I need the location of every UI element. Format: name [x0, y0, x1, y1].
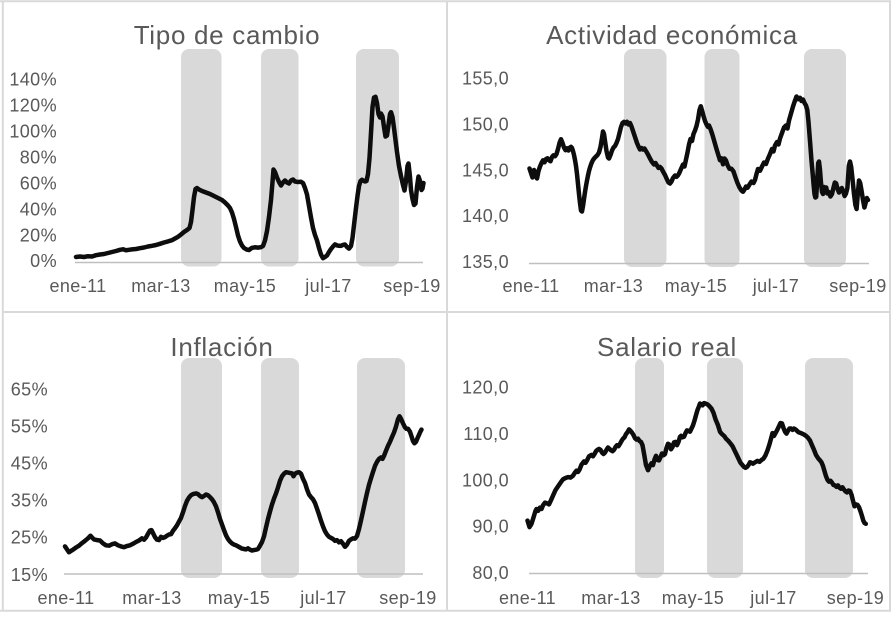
svg-text:80,0: 80,0 [472, 563, 509, 583]
svg-text:55%: 55% [11, 416, 48, 436]
svg-text:sep-19: sep-19 [829, 276, 886, 296]
svg-text:may-15: may-15 [662, 588, 724, 608]
svg-text:may-15: may-15 [665, 276, 727, 296]
svg-text:may-15: may-15 [214, 276, 276, 296]
svg-text:jul-17: jul-17 [749, 588, 796, 608]
svg-text:150,0: 150,0 [462, 114, 509, 134]
svg-text:140,0: 140,0 [462, 206, 509, 226]
svg-text:jul-17: jul-17 [304, 276, 351, 296]
svg-text:ene-11: ene-11 [37, 588, 94, 608]
svg-text:sep-19: sep-19 [383, 276, 440, 296]
svg-text:ene-11: ene-11 [499, 588, 556, 608]
svg-text:ene-11: ene-11 [49, 276, 106, 296]
svg-text:Tipo de cambio: Tipo de cambio [134, 20, 321, 50]
svg-text:Inflación: Inflación [170, 332, 273, 362]
svg-text:Salario real: Salario real [597, 332, 737, 362]
svg-text:may-15: may-15 [208, 588, 270, 608]
svg-text:90,0: 90,0 [472, 517, 509, 537]
svg-text:25%: 25% [11, 528, 48, 548]
svg-text:mar-13: mar-13 [131, 276, 190, 296]
svg-text:40%: 40% [20, 199, 57, 219]
svg-text:80%: 80% [20, 147, 57, 167]
svg-text:45%: 45% [11, 454, 48, 474]
svg-text:120%: 120% [9, 96, 57, 116]
svg-text:110,0: 110,0 [463, 424, 509, 444]
svg-text:sep-19: sep-19 [379, 588, 436, 608]
svg-text:jul-17: jul-17 [299, 588, 346, 608]
svg-text:60%: 60% [20, 173, 57, 193]
svg-text:155,0: 155,0 [462, 69, 509, 89]
svg-text:120,0: 120,0 [462, 378, 509, 398]
svg-text:mar-13: mar-13 [584, 276, 643, 296]
svg-text:Actividad económica: Actividad económica [546, 20, 798, 50]
svg-text:145,0: 145,0 [462, 160, 509, 180]
svg-text:35%: 35% [11, 491, 48, 511]
svg-text:20%: 20% [20, 225, 57, 245]
svg-text:ene-11: ene-11 [502, 276, 559, 296]
svg-text:jul-17: jul-17 [752, 276, 799, 296]
svg-text:mar-13: mar-13 [581, 588, 640, 608]
svg-text:0%: 0% [30, 251, 57, 271]
svg-text:135,0: 135,0 [462, 252, 509, 272]
svg-text:100%: 100% [9, 122, 57, 142]
svg-text:65%: 65% [11, 379, 48, 399]
svg-text:15%: 15% [11, 565, 48, 585]
svg-text:140%: 140% [9, 70, 57, 90]
svg-text:100,0: 100,0 [462, 470, 509, 490]
svg-text:sep-19: sep-19 [827, 588, 884, 608]
svg-text:mar-13: mar-13 [122, 588, 181, 608]
